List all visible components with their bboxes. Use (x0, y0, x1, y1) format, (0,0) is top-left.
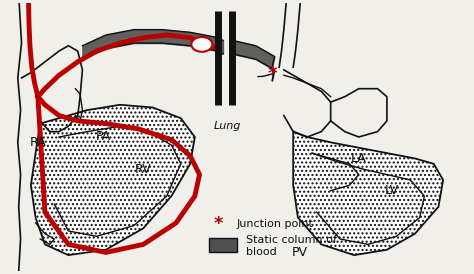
Polygon shape (31, 105, 195, 255)
Text: *: * (213, 215, 223, 233)
Text: LA: LA (351, 152, 367, 165)
Text: PA: PA (96, 130, 111, 144)
Text: RV: RV (135, 163, 152, 176)
Text: *: * (267, 65, 277, 83)
Text: PV: PV (292, 246, 308, 259)
Text: RA: RA (29, 136, 46, 149)
Text: Static column of
blood: Static column of blood (246, 235, 337, 256)
Polygon shape (293, 132, 443, 255)
Text: LV: LV (384, 184, 399, 197)
Text: Junction point: Junction point (237, 219, 314, 229)
Text: Lung: Lung (214, 121, 241, 131)
Bar (209, 238, 237, 252)
Ellipse shape (191, 37, 212, 52)
